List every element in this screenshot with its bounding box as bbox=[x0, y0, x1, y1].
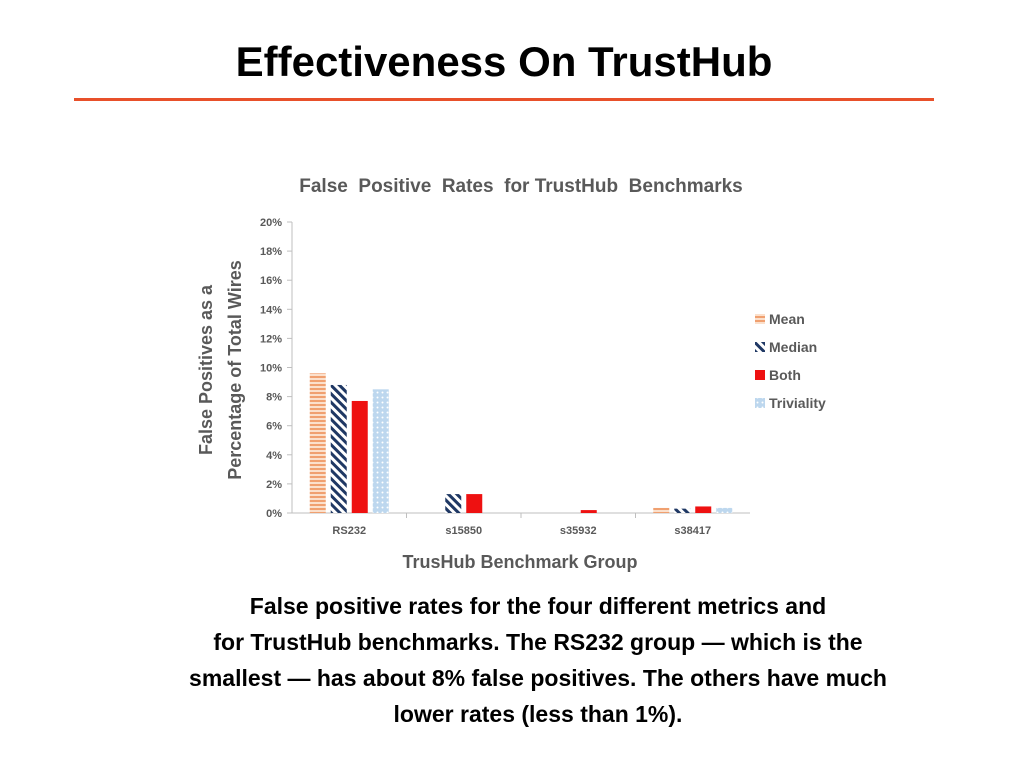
y-tick-label: 16% bbox=[260, 275, 282, 287]
legend-label-mean: Mean bbox=[769, 311, 805, 327]
caption-line: smallest — has about 8% false positives.… bbox=[189, 665, 887, 691]
legend-label-both: Both bbox=[769, 367, 801, 383]
y-tick-label: 4% bbox=[266, 450, 282, 462]
bar-both-s15850 bbox=[466, 494, 483, 513]
x-tick-label: s38417 bbox=[674, 525, 711, 537]
x-tick-label: s35932 bbox=[560, 525, 597, 537]
x-tick-label: RS232 bbox=[332, 525, 366, 537]
y-tick-label: 20% bbox=[260, 217, 282, 229]
y-tick-label: 10% bbox=[260, 363, 282, 375]
bar-triviality-rs232 bbox=[372, 389, 389, 513]
x-axis-label: TrusHub Benchmark Group bbox=[402, 552, 637, 572]
bar-median-s15850 bbox=[445, 494, 462, 513]
legend-swatch-both bbox=[755, 370, 765, 380]
slide-title: Effectiveness On TrustHub bbox=[235, 38, 773, 85]
y-tick-label: 2% bbox=[266, 479, 282, 491]
legend-swatch-triviality bbox=[755, 398, 765, 408]
y-tick-label: 8% bbox=[266, 392, 282, 404]
x-tick-label: s15850 bbox=[445, 525, 482, 537]
y-axis-label-line-1: False Positives as a bbox=[196, 284, 216, 455]
chart-title: False Positive Rates for TrustHub Benchm… bbox=[299, 176, 742, 197]
legend-swatch-median bbox=[755, 342, 765, 352]
legend-label-triviality: Triviality bbox=[769, 395, 826, 411]
y-tick-label: 6% bbox=[266, 421, 282, 433]
y-axis-label-line-2: Percentage of Total Wires bbox=[225, 260, 245, 480]
y-tick-label: 0% bbox=[266, 508, 282, 520]
y-tick-label: 18% bbox=[260, 246, 282, 258]
bar-median-rs232 bbox=[330, 384, 347, 513]
bar-median-s38417 bbox=[674, 508, 691, 513]
caption-line: False positive rates for the four differ… bbox=[249, 593, 827, 619]
bar-mean-rs232 bbox=[309, 373, 326, 513]
legend-label-median: Median bbox=[769, 339, 817, 355]
bar-mean-s38417 bbox=[653, 507, 670, 513]
caption-line: lower rates (less than 1%). bbox=[393, 701, 683, 727]
y-tick-label: 12% bbox=[260, 333, 282, 345]
bar-both-s35932 bbox=[580, 510, 597, 513]
bar-both-s38417 bbox=[695, 506, 712, 513]
bar-both-rs232 bbox=[351, 400, 368, 513]
caption-line: for TrustHub benchmarks. The RS232 group… bbox=[213, 629, 863, 655]
figure-caption: False positive rates for the four differ… bbox=[120, 588, 956, 732]
bar-chart: False Positive Rates for TrustHub Benchm… bbox=[196, 176, 826, 572]
legend-swatch-mean bbox=[755, 314, 765, 324]
bar-triviality-s38417 bbox=[716, 507, 733, 513]
title-divider bbox=[74, 98, 934, 101]
y-tick-label: 14% bbox=[260, 304, 282, 316]
